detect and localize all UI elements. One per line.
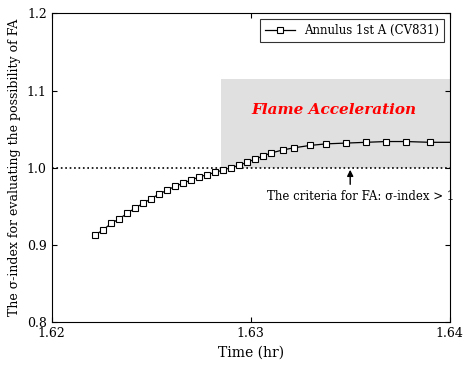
Line: Annulus 1st A (CV831): Annulus 1st A (CV831) (93, 139, 472, 238)
Annulus 1st A (CV831) (132, 206, 138, 210)
Y-axis label: The σ-index for evaluating the possibility of FA: The σ-index for evaluating the possibili… (8, 19, 21, 316)
Text: Flame Acceleration: Flame Acceleration (252, 103, 417, 117)
Annulus 1st A (CV831) (109, 221, 114, 226)
Annulus 1st A (CV831) (93, 233, 98, 237)
Annulus 1st A (CV831) (188, 178, 194, 183)
Annulus 1st A (CV831) (427, 140, 433, 145)
Annulus 1st A (CV831) (344, 141, 349, 145)
Annulus 1st A (CV831) (101, 227, 106, 232)
Annulus 1st A (CV831) (125, 211, 130, 216)
Annulus 1st A (CV831) (164, 188, 170, 192)
Annulus 1st A (CV831) (220, 168, 226, 172)
Annulus 1st A (CV831) (180, 181, 186, 185)
Annulus 1st A (CV831) (244, 160, 250, 164)
Annulus 1st A (CV831) (451, 140, 456, 145)
Annulus 1st A (CV831) (292, 145, 297, 150)
Annulus 1st A (CV831) (323, 142, 329, 146)
Annulus 1st A (CV831) (204, 173, 210, 177)
Annulus 1st A (CV831) (117, 216, 122, 221)
Annulus 1st A (CV831) (212, 170, 218, 175)
Annulus 1st A (CV831) (308, 143, 313, 148)
Annulus 1st A (CV831) (383, 139, 389, 144)
Annulus 1st A (CV831) (260, 154, 265, 158)
Bar (221, 79, 450, 168)
Text: The criteria for FA: σ-index > 1: The criteria for FA: σ-index > 1 (267, 190, 454, 203)
Annulus 1st A (CV831) (172, 184, 178, 188)
X-axis label: Time (hr): Time (hr) (218, 346, 284, 360)
Annulus 1st A (CV831) (140, 201, 146, 205)
Annulus 1st A (CV831) (252, 157, 258, 162)
Annulus 1st A (CV831) (156, 192, 162, 196)
Annulus 1st A (CV831) (236, 163, 242, 168)
Annulus 1st A (CV831) (363, 140, 369, 145)
Annulus 1st A (CV831) (268, 151, 273, 155)
Annulus 1st A (CV831) (228, 166, 234, 170)
Annulus 1st A (CV831) (196, 175, 202, 179)
Annulus 1st A (CV831) (280, 148, 286, 152)
Annulus 1st A (CV831) (148, 197, 154, 201)
Legend: Annulus 1st A (CV831): Annulus 1st A (CV831) (261, 19, 444, 42)
Annulus 1st A (CV831) (403, 139, 409, 144)
